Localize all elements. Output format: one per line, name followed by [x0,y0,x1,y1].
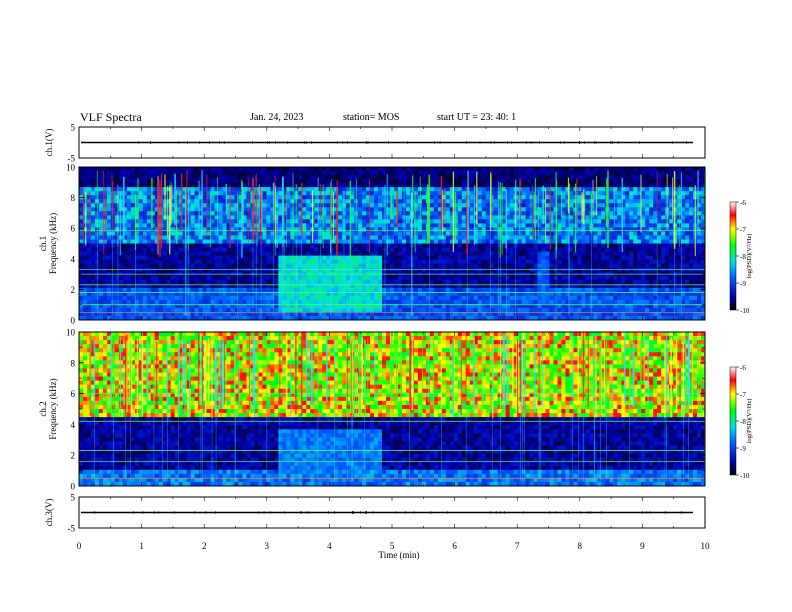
ch1-spectrogram-ytick-label: 2 [71,285,76,295]
xaxis-tick-label: 4 [327,541,332,551]
xaxis-tick-label: 5 [390,541,395,551]
xaxis-tick-label: 3 [265,541,270,551]
ch2-spectrogram-heatmap [79,332,706,487]
ch1-spectrogram-ytick-label: 10 [66,163,76,173]
ch1-spectrogram-heatmap [79,167,706,321]
ch1-spectrogram-colorbar-tick-label: -6 [740,199,746,207]
ch1-spectrogram-colorbar-tick-label: -8 [740,253,746,261]
ch2-spectrogram-colorbar [729,366,737,476]
xaxis-tick-label: 9 [640,541,645,551]
ch1-spectrogram-ytick-label: 4 [71,254,76,264]
ch2-spectrogram-colorbar-tick-label: -8 [740,418,746,426]
chart-title: VLF Spectra [80,110,142,124]
ch1-spectrogram-ytick-label: 0 [71,316,76,326]
ch1-spectrogram-colorbar-tick-label: -10 [740,307,750,315]
ch2-spectrogram-colorbar-tick-label: -7 [740,391,746,399]
date-label: Jan. 24, 2023 [250,112,304,123]
ch3-waveform-ylabel: ch.3(V) [44,499,54,527]
ch2-spectrogram-ytick-label: 0 [71,482,76,492]
ch1-spectrogram-ylabel: Frequency (kHz) [48,213,58,274]
ch2-spectrogram-colorbar-tick-label: -10 [740,472,750,480]
xaxis-tick-label: 10 [701,541,711,551]
ch2-spectrogram-ytick-label: 2 [71,451,76,461]
ch3-waveform-ytick-label: -5 [68,524,76,534]
ch2-spectrogram-colorbar-tick-label: -6 [740,364,746,372]
ch3-waveform-ytick-label: 5 [71,493,76,503]
ch2-spectrogram-ytick-label: 6 [71,389,76,399]
ch2-spectrogram-colorbar-label: log(PSD)(V²/Hz) [746,399,753,444]
start-time-label: start UT = 23: 40: 1 [437,112,517,123]
xaxis-tick-label: 6 [452,541,457,551]
ch1-waveform-ylabel: ch.1(V) [44,129,54,157]
ch1-spectrogram-colorbar-tick-label: -7 [740,226,746,234]
ch1-spectrogram-colorbar-tick-label: -9 [740,280,746,288]
ch2-spectrogram-ytick-label: 8 [71,358,76,368]
ch1-waveform-ytick-label: -5 [68,154,76,164]
ch2-spectrogram-ylabel: Frequency (kHz) [48,378,58,439]
ch1-spectrogram-colorbar [729,201,737,311]
ch1-spectrogram-colorbar-label: log(PSD)(V²/Hz) [746,234,753,279]
xaxis-tick-label: 2 [202,541,207,551]
ch1-spectrogram-ylabel: ch.1 [38,236,48,251]
station-label: station= MOS [343,112,400,123]
ch2-spectrogram-colorbar-tick-label: -9 [740,445,746,453]
xaxis-tick-label: 7 [515,541,520,551]
xaxis-tick-label: 1 [139,541,144,551]
ch2-spectrogram-ytick-label: 4 [71,420,76,430]
ch2-spectrogram-ylabel: ch.2 [38,401,48,416]
ch1-spectrogram-ytick-label: 8 [71,193,76,203]
ch1-waveform-ytick-label: 5 [71,123,76,133]
ch1-spectrogram-ytick-label: 6 [71,224,76,234]
ch2-spectrogram-ytick-label: 10 [66,328,76,338]
xaxis-tick-label: 8 [578,541,583,551]
xaxis-tick-label: 0 [77,541,82,551]
xaxis-label: Time (min) [379,550,420,560]
